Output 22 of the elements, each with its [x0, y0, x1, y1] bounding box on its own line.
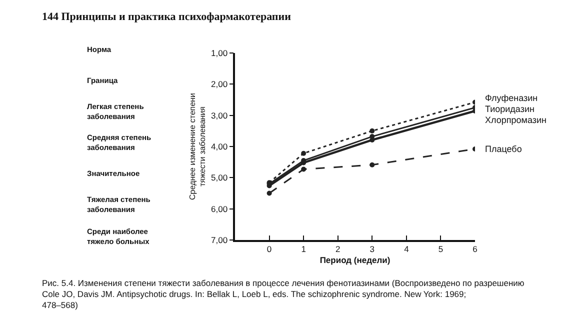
series-label: Хлорпромазин — [485, 115, 546, 125]
y-tick-label: 5,00 — [211, 172, 228, 183]
series-label: Плацебо — [485, 144, 522, 154]
text: Рис. 5.4. Изменения степени тяжести заболевания в процессе лечения фенотиазинами (Воспроизведено по разрешению Cole JO, Davis JM. Antipsychotic drugs. In: Bellak L, Loeb L, eds. The schizophrenic syndrome. New York: 1969; 478–568) — [42, 278, 525, 310]
x-tick-label: 3 — [370, 244, 375, 254]
series-label: Тиоридазин — [485, 104, 534, 114]
x-tick-label: 5 — [438, 244, 444, 254]
x-tick-label: 0 — [266, 244, 272, 254]
series-label: Флуфеназин — [485, 93, 538, 103]
x-tick-label: 2 — [335, 244, 340, 254]
y-tick-label: 2,00 — [211, 79, 228, 90]
x-tick-label: 6 — [472, 244, 478, 254]
y-tick-label: 6,00 — [211, 204, 228, 214]
x-tick-label: 4 — [404, 244, 410, 254]
text: 144 Принципы и практика психофармакотерапии — [42, 11, 292, 23]
y-axis-title: Среднее изменение степени тяжести заболевания — [188, 93, 208, 200]
y-tick-label: 4,00 — [211, 141, 228, 152]
x-tick-label: 1 — [301, 244, 306, 254]
y-tick-label: 3,00 — [211, 110, 228, 120]
x-axis-title: Период (недели) — [320, 254, 390, 265]
y-tick-label: 1,00 — [211, 48, 228, 58]
y-tick-label: 7,00 — [211, 234, 228, 245]
